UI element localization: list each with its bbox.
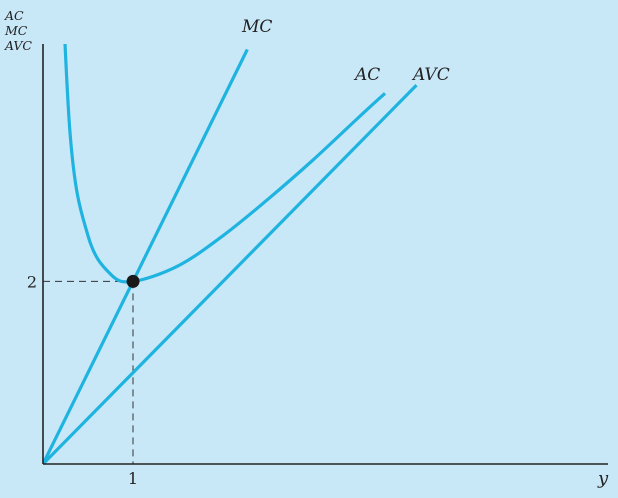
y-axis-label-line-3: AVC [4,38,32,53]
series-line-ac [63,44,387,284]
x-tick-label-1: 1 [128,469,138,488]
x-axis-label: y [597,468,609,489]
y-axis-label-line-1: AC [4,8,24,23]
series-line-mc [43,48,249,464]
y-tick-label-2: 2 [27,272,37,291]
series-line-avc [43,83,418,464]
marker-layer [126,274,140,288]
min-average-cost-point [126,274,140,288]
series-layer [43,44,418,464]
series-label-ac: AC [353,65,380,85]
y-axis-label-line-2: MC [4,23,28,38]
series-label-mc: MC [241,17,272,37]
series-label-avc: AVC [411,65,450,85]
